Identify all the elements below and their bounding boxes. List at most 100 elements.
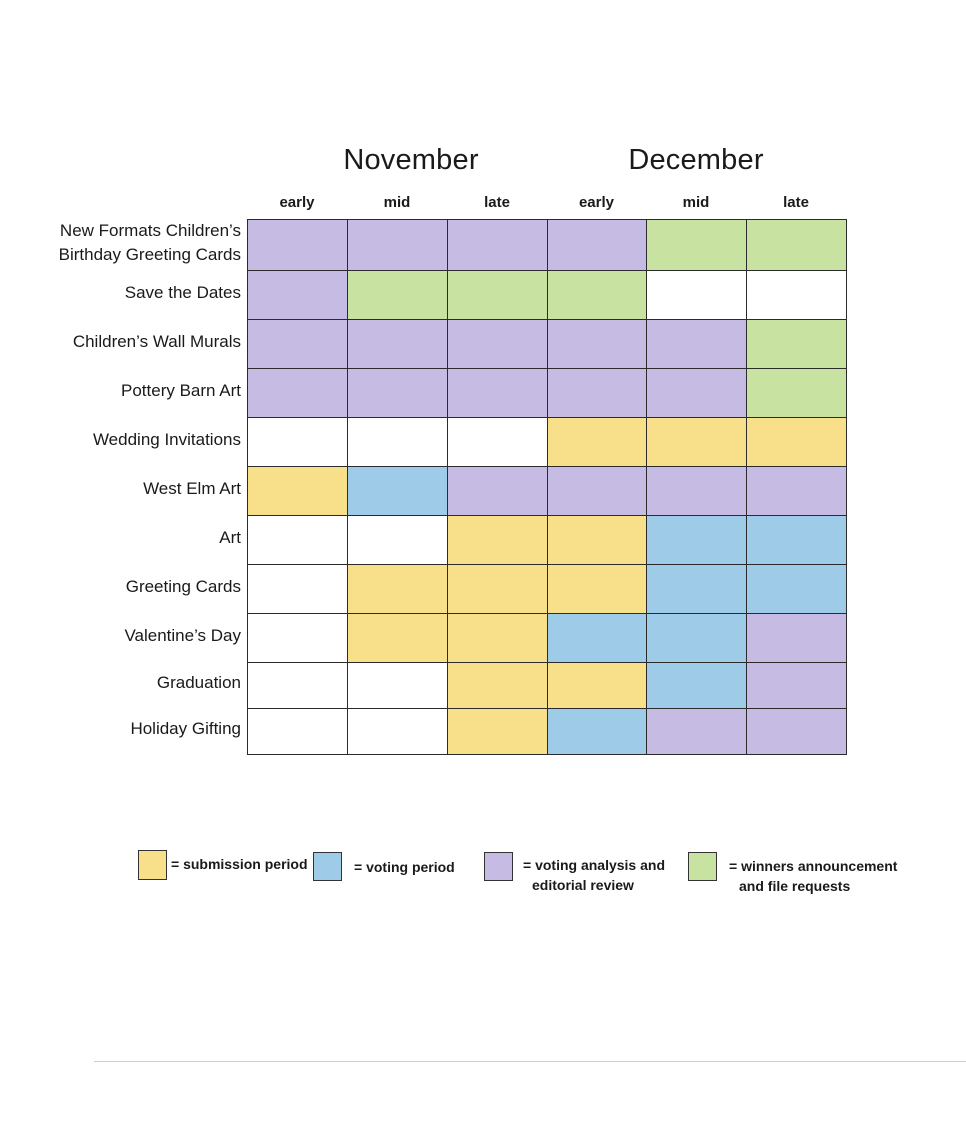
row-label-line: Save the Dates [124, 283, 241, 302]
schedule-cell [746, 270, 847, 320]
schedule-cell [447, 417, 548, 467]
schedule-cell [347, 613, 448, 663]
legend-label-line: and file requests [739, 878, 851, 894]
schedule-cell [447, 564, 548, 614]
schedule-cell [247, 270, 348, 320]
legend-swatch [484, 852, 513, 881]
schedule-cell [347, 319, 448, 369]
column-header: mid [682, 194, 710, 211]
row-label: Children’s Wall Murals [73, 330, 241, 354]
legend-swatch [313, 852, 342, 881]
legend-label: = submission period [171, 854, 308, 874]
schedule-cell [646, 466, 747, 516]
schedule-cell [646, 368, 747, 418]
row-label-line: New Formats Children’s [59, 221, 241, 240]
schedule-cell [447, 515, 548, 565]
footer-divider [94, 1061, 966, 1062]
row-label-line: Children’s Wall Murals [72, 332, 241, 351]
schedule-cell [247, 219, 348, 271]
legend-swatch [688, 852, 717, 881]
column-header: early [578, 194, 615, 211]
schedule-cell [646, 219, 747, 271]
schedule-cell [447, 662, 548, 709]
schedule-cell [447, 270, 548, 320]
schedule-cell [547, 466, 647, 516]
legend-label-line: = submission period [171, 856, 308, 872]
column-header: late [484, 194, 510, 211]
schedule-cell [347, 219, 448, 271]
schedule-cell [247, 319, 348, 369]
schedule-cell [646, 319, 747, 369]
row-label-line: Holiday Gifting [130, 719, 241, 738]
schedule-cell [447, 613, 548, 663]
schedule-cell [746, 708, 847, 755]
row-label: New Formats Children’s Birthday Greeting … [59, 219, 241, 267]
schedule-cell [247, 368, 348, 418]
schedule-cell [247, 613, 348, 663]
schedule-cell [447, 368, 548, 418]
legend-swatch [138, 850, 167, 880]
schedule-cell [347, 417, 448, 467]
month-heading: November [343, 144, 479, 176]
schedule-cell [347, 270, 448, 320]
row-label-line: Art [219, 528, 241, 547]
legend-label-line: = winners announcement [729, 858, 898, 874]
schedule-cell [746, 564, 847, 614]
row-label-line: Birthday Greeting Cards [58, 245, 241, 264]
schedule-cell [447, 219, 548, 271]
schedule-cell [447, 319, 548, 369]
schedule-cell [746, 613, 847, 663]
row-label: Graduation [157, 671, 241, 695]
row-label: Holiday Gifting [130, 717, 241, 741]
row-label-line: West Elm Art [143, 479, 241, 498]
schedule-cell [547, 708, 647, 755]
schedule-cell [347, 515, 448, 565]
legend-label-line: = voting analysis and [523, 857, 665, 873]
row-label: Valentine’s Day [124, 624, 241, 648]
schedule-cell [547, 368, 647, 418]
schedule-cell [746, 219, 847, 271]
schedule-cell [247, 515, 348, 565]
row-label-line: Pottery Barn Art [121, 381, 241, 400]
schedule-cell [547, 417, 647, 467]
row-label-line: Valentine’s Day [124, 626, 241, 645]
schedule-cell [547, 219, 647, 271]
schedule-cell [746, 466, 847, 516]
schedule-cell [646, 564, 747, 614]
schedule-cell [646, 708, 747, 755]
column-header: late [783, 194, 809, 211]
schedule-cell [746, 319, 847, 369]
schedule-cell [646, 417, 747, 467]
schedule-cell [746, 368, 847, 418]
schedule-cell [247, 662, 348, 709]
row-label-line: Greeting Cards [125, 577, 241, 596]
schedule-cell [247, 466, 348, 516]
schedule-cell [547, 515, 647, 565]
column-header: mid [383, 194, 411, 211]
schedule-cell [746, 662, 847, 709]
schedule-cell [547, 564, 647, 614]
legend-label: = winners announcement and file requests [729, 856, 897, 896]
schedule-cell [646, 515, 747, 565]
schedule-cell [447, 708, 548, 755]
schedule-cell [247, 708, 348, 755]
legend-label-line: editorial review [532, 877, 634, 893]
legend-label-line: = voting period [354, 859, 455, 875]
schedule-cell [247, 564, 348, 614]
schedule-cell [646, 662, 747, 709]
schedule-cell [347, 466, 448, 516]
column-header: early [279, 194, 315, 211]
row-label: Greeting Cards [126, 575, 241, 599]
schedule-cell [447, 466, 548, 516]
schedule-cell [547, 662, 647, 709]
schedule-cell [646, 613, 747, 663]
schedule-cell [547, 613, 647, 663]
row-label: Wedding Invitations [93, 428, 241, 452]
row-label: Pottery Barn Art [121, 379, 241, 403]
row-label-line: Wedding Invitations [92, 430, 241, 449]
legend-label: = voting analysis and editorial review [523, 855, 665, 895]
month-heading: December [628, 144, 764, 176]
row-label-line: Graduation [156, 673, 241, 692]
schedule-cell [547, 319, 647, 369]
